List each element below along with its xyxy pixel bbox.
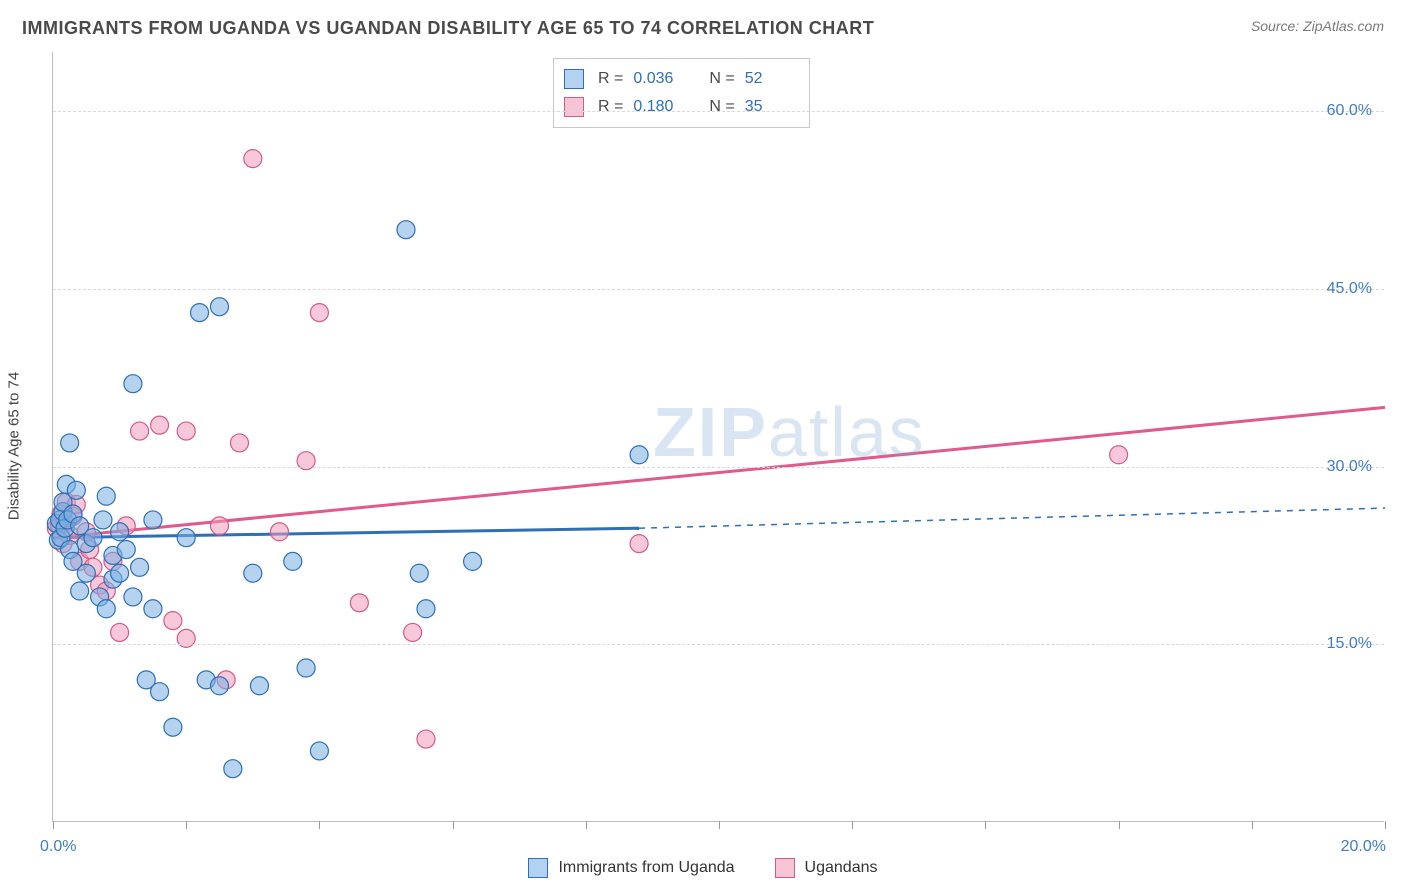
trendline-blue-dashed — [639, 508, 1385, 528]
data-point-pink — [111, 623, 129, 641]
data-point-blue — [77, 564, 95, 582]
r-value-pink: 0.180 — [633, 98, 687, 116]
x-tick-mark — [985, 821, 986, 829]
x-tick-mark — [453, 821, 454, 829]
gridline — [53, 467, 1384, 468]
plot-area: ZIPatlas R = 0.036 N = 52 R = 0.180 N = … — [52, 52, 1384, 822]
x-tick-mark — [852, 821, 853, 829]
data-point-blue — [310, 742, 328, 760]
scatter-plot-svg — [53, 52, 1384, 821]
data-point-pink — [350, 594, 368, 612]
r-value-blue: 0.036 — [633, 70, 687, 88]
y-tick-label: 45.0% — [1327, 280, 1372, 298]
data-point-blue — [151, 683, 169, 701]
legend-item-blue: Immigrants from Uganda — [528, 858, 734, 878]
swatch-blue-icon — [564, 69, 584, 89]
data-point-blue — [67, 481, 85, 499]
legend-item-pink: Ugandans — [775, 858, 878, 878]
data-point-blue — [464, 552, 482, 570]
stats-row-blue: R = 0.036 N = 52 — [564, 65, 799, 93]
data-point-pink — [211, 517, 229, 535]
data-point-pink — [630, 535, 648, 553]
trendline-pink — [53, 407, 1385, 537]
data-point-blue — [94, 511, 112, 529]
data-point-blue — [117, 541, 135, 559]
data-point-pink — [177, 422, 195, 440]
x-tick-mark — [719, 821, 720, 829]
x-tick-mark — [319, 821, 320, 829]
data-point-blue — [211, 677, 229, 695]
r-label: R = — [598, 70, 623, 88]
n-label: N = — [709, 98, 734, 116]
data-point-blue — [84, 529, 102, 547]
data-point-blue — [97, 487, 115, 505]
y-tick-label: 30.0% — [1327, 458, 1372, 476]
x-tick-mark — [586, 821, 587, 829]
x-tick-mark — [1385, 821, 1386, 829]
chart-header: IMMIGRANTS FROM UGANDA VS UGANDAN DISABI… — [22, 18, 1384, 39]
data-point-blue — [224, 760, 242, 778]
data-point-blue — [191, 304, 209, 322]
data-point-blue — [410, 564, 428, 582]
data-point-blue — [250, 677, 268, 695]
data-point-blue — [177, 529, 195, 547]
data-point-pink — [151, 416, 169, 434]
data-point-blue — [284, 552, 302, 570]
data-point-pink — [417, 730, 435, 748]
n-value-blue: 52 — [745, 70, 799, 88]
x-tick-mark — [53, 821, 54, 829]
gridline — [53, 111, 1384, 112]
x-axis-start-label: 0.0% — [40, 838, 76, 856]
y-axis-label: Disability Age 65 to 74 — [6, 372, 23, 520]
data-point-blue — [417, 600, 435, 618]
source-attribution: Source: ZipAtlas.com — [1251, 18, 1384, 34]
data-point-blue — [124, 588, 142, 606]
data-point-blue — [61, 434, 79, 452]
data-point-pink — [230, 434, 248, 452]
data-point-blue — [144, 600, 162, 618]
data-point-blue — [71, 582, 89, 600]
x-tick-mark — [1252, 821, 1253, 829]
swatch-pink-icon — [775, 858, 795, 878]
data-point-blue — [131, 558, 149, 576]
n-value-pink: 35 — [745, 98, 799, 116]
data-point-pink — [404, 623, 422, 641]
data-point-blue — [111, 564, 129, 582]
data-point-blue — [297, 659, 315, 677]
x-tick-mark — [186, 821, 187, 829]
data-point-blue — [164, 718, 182, 736]
n-label: N = — [709, 70, 734, 88]
data-point-blue — [124, 375, 142, 393]
chart-title: IMMIGRANTS FROM UGANDA VS UGANDAN DISABI… — [22, 18, 874, 39]
data-point-pink — [131, 422, 149, 440]
legend-label-blue: Immigrants from Uganda — [558, 859, 734, 877]
gridline — [53, 644, 1384, 645]
y-tick-label: 15.0% — [1327, 635, 1372, 653]
y-tick-label: 60.0% — [1327, 102, 1372, 120]
data-point-blue — [211, 298, 229, 316]
stats-legend-box: R = 0.036 N = 52 R = 0.180 N = 35 — [553, 58, 810, 128]
swatch-blue-icon — [528, 858, 548, 878]
data-point-blue — [397, 221, 415, 239]
r-label: R = — [598, 98, 623, 116]
data-point-blue — [630, 446, 648, 464]
gridline — [53, 289, 1384, 290]
data-point-blue — [144, 511, 162, 529]
swatch-pink-icon — [564, 97, 584, 117]
data-point-pink — [164, 612, 182, 630]
stats-row-pink: R = 0.180 N = 35 — [564, 93, 799, 121]
data-point-pink — [310, 304, 328, 322]
bottom-legend: Immigrants from Uganda Ugandans — [0, 858, 1406, 878]
legend-label-pink: Ugandans — [805, 859, 878, 877]
data-point-pink — [244, 150, 262, 168]
data-point-blue — [111, 523, 129, 541]
data-point-blue — [97, 600, 115, 618]
x-tick-mark — [1119, 821, 1120, 829]
data-point-blue — [244, 564, 262, 582]
data-point-pink — [270, 523, 288, 541]
data-point-pink — [1110, 446, 1128, 464]
x-axis-end-label: 20.0% — [1341, 838, 1386, 856]
